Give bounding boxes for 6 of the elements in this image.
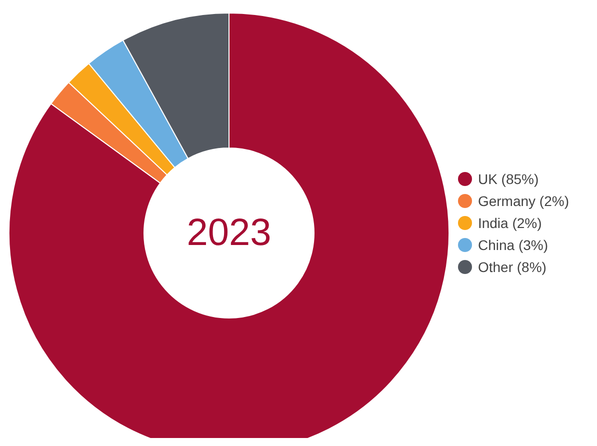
legend-label: Germany (2%) [478,192,569,211]
legend-label: India (2%) [478,214,542,233]
legend-label: Other (8%) [478,258,546,277]
legend-label: China (3%) [478,236,548,255]
legend-label: UK (85%) [478,170,539,189]
text: 2023 [186,212,272,254]
